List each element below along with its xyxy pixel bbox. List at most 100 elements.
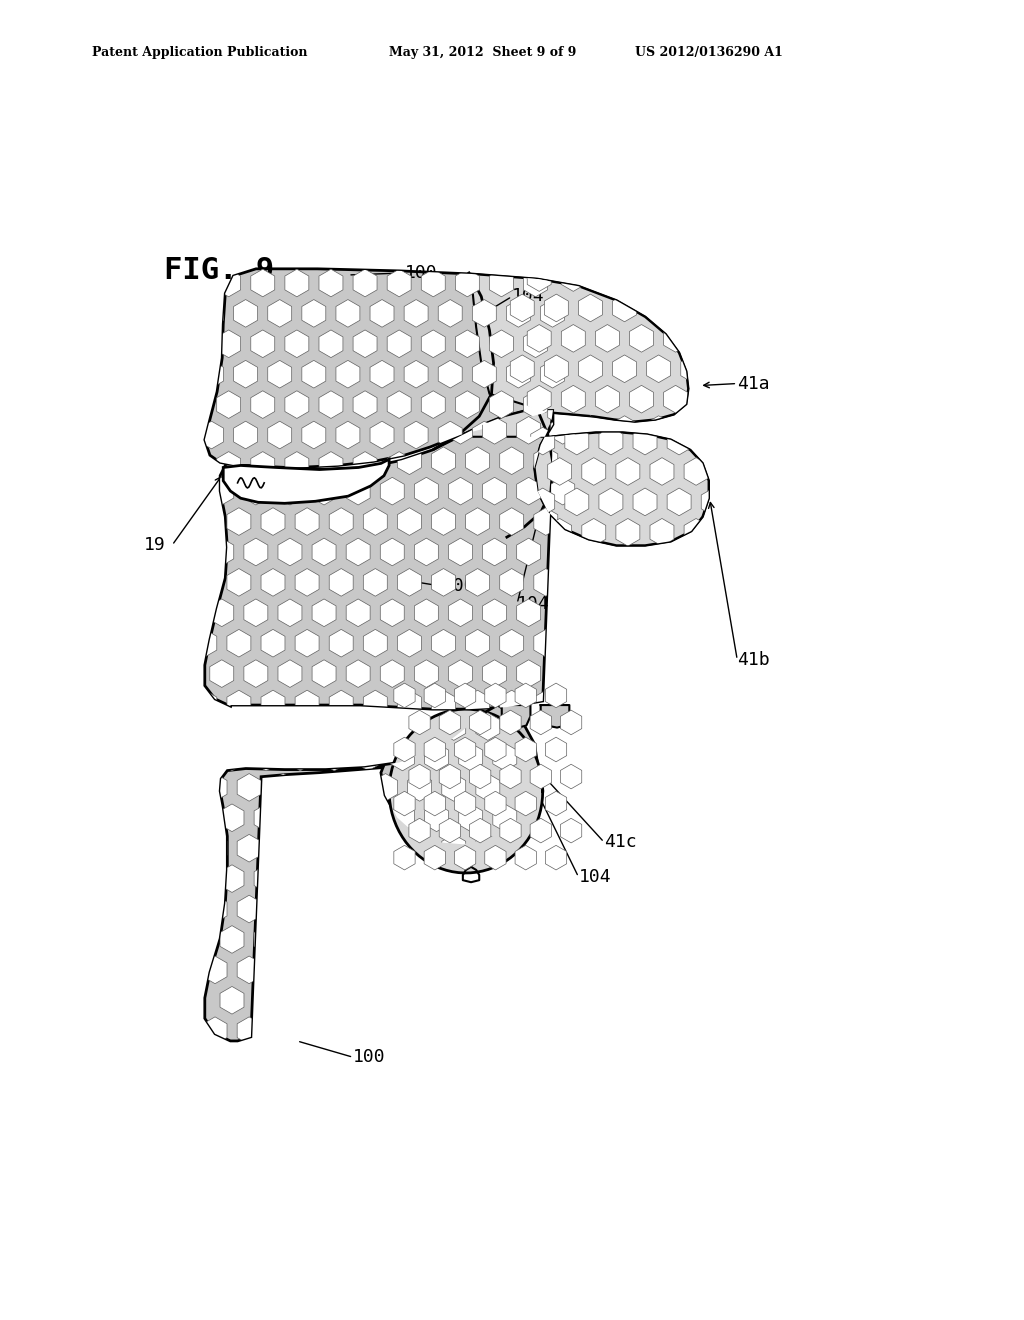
Polygon shape: [769, 488, 794, 516]
Polygon shape: [387, 269, 411, 297]
Polygon shape: [340, 895, 364, 923]
Polygon shape: [336, 421, 359, 449]
Polygon shape: [340, 834, 364, 862]
Polygon shape: [439, 818, 461, 843]
Polygon shape: [394, 737, 415, 762]
Polygon shape: [732, 385, 756, 413]
Polygon shape: [582, 397, 606, 425]
Polygon shape: [579, 355, 602, 383]
Polygon shape: [650, 519, 674, 546]
Text: 19: 19: [143, 536, 165, 554]
Polygon shape: [261, 569, 285, 597]
Polygon shape: [681, 294, 705, 322]
Polygon shape: [718, 519, 742, 546]
Polygon shape: [551, 478, 574, 506]
Polygon shape: [650, 397, 674, 425]
Polygon shape: [390, 865, 415, 892]
Polygon shape: [472, 360, 497, 388]
Polygon shape: [408, 956, 431, 983]
Polygon shape: [548, 458, 571, 486]
Polygon shape: [482, 599, 507, 627]
Polygon shape: [336, 300, 359, 327]
Polygon shape: [664, 385, 687, 413]
Polygon shape: [749, 416, 773, 444]
Polygon shape: [735, 428, 759, 455]
Polygon shape: [701, 428, 725, 455]
Polygon shape: [753, 458, 776, 486]
Polygon shape: [484, 737, 506, 762]
Polygon shape: [612, 294, 637, 322]
Polygon shape: [374, 895, 397, 923]
Polygon shape: [217, 269, 241, 297]
Polygon shape: [456, 391, 479, 418]
Polygon shape: [295, 569, 319, 597]
Polygon shape: [220, 925, 244, 953]
Polygon shape: [668, 367, 691, 395]
Polygon shape: [319, 269, 343, 297]
Polygon shape: [288, 804, 312, 832]
Polygon shape: [515, 791, 537, 816]
Polygon shape: [312, 599, 336, 627]
Polygon shape: [493, 925, 517, 953]
Polygon shape: [476, 834, 500, 862]
Polygon shape: [397, 569, 421, 597]
Polygon shape: [394, 684, 415, 708]
Polygon shape: [238, 1016, 261, 1044]
Polygon shape: [200, 239, 223, 267]
Polygon shape: [254, 804, 279, 832]
Polygon shape: [210, 660, 233, 688]
Polygon shape: [425, 865, 449, 892]
Polygon shape: [595, 264, 620, 292]
Polygon shape: [346, 478, 370, 506]
Polygon shape: [312, 539, 336, 566]
Polygon shape: [370, 421, 394, 449]
Polygon shape: [530, 488, 555, 516]
Polygon shape: [227, 447, 251, 475]
Polygon shape: [560, 764, 582, 789]
Polygon shape: [749, 294, 773, 322]
Polygon shape: [455, 684, 476, 708]
Polygon shape: [233, 421, 258, 449]
Polygon shape: [548, 397, 571, 425]
Polygon shape: [545, 234, 568, 261]
Polygon shape: [424, 737, 445, 762]
Polygon shape: [545, 355, 568, 383]
Polygon shape: [389, 709, 543, 873]
Polygon shape: [374, 774, 397, 801]
Polygon shape: [370, 239, 394, 267]
Polygon shape: [288, 743, 312, 771]
Polygon shape: [466, 447, 489, 475]
Polygon shape: [295, 447, 319, 475]
Polygon shape: [545, 294, 568, 322]
Polygon shape: [500, 508, 523, 536]
Polygon shape: [261, 630, 285, 657]
Polygon shape: [507, 300, 530, 327]
Polygon shape: [500, 764, 521, 789]
Polygon shape: [182, 451, 207, 479]
Text: 41b: 41b: [737, 651, 770, 669]
Polygon shape: [466, 690, 489, 718]
Polygon shape: [409, 710, 430, 735]
Polygon shape: [530, 549, 555, 577]
Polygon shape: [251, 330, 274, 358]
Polygon shape: [766, 385, 790, 413]
Polygon shape: [353, 391, 377, 418]
Polygon shape: [415, 417, 438, 444]
Polygon shape: [551, 660, 574, 688]
Polygon shape: [374, 713, 397, 741]
Polygon shape: [647, 234, 671, 261]
Text: 100: 100: [404, 264, 437, 282]
Polygon shape: [449, 660, 472, 688]
Polygon shape: [421, 391, 445, 418]
Polygon shape: [697, 325, 722, 352]
Polygon shape: [766, 325, 790, 352]
Text: 100: 100: [442, 577, 475, 595]
Polygon shape: [466, 508, 489, 536]
Polygon shape: [523, 269, 548, 297]
Polygon shape: [238, 713, 261, 741]
Polygon shape: [415, 599, 438, 627]
Polygon shape: [323, 804, 346, 832]
Polygon shape: [261, 447, 285, 475]
Polygon shape: [233, 360, 258, 388]
Polygon shape: [278, 660, 302, 688]
